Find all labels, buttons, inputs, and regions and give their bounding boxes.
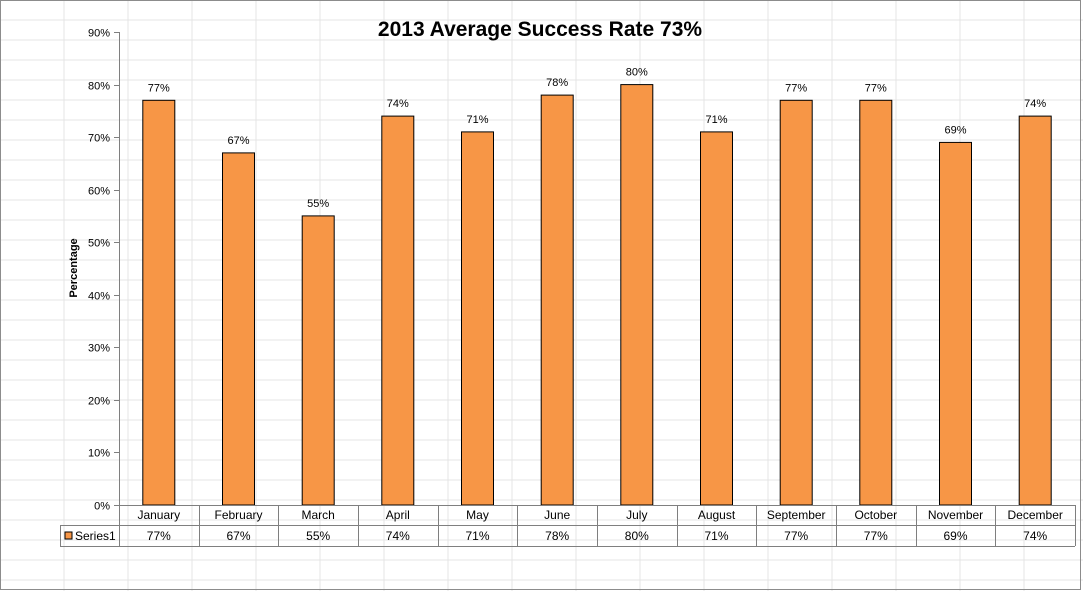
legend-swatch (64, 531, 73, 540)
y-tick-label: 30% (88, 343, 110, 355)
data-label: 67% (227, 135, 249, 147)
y-axis-ticks: 0% 10% 20% 30% 40% 50% 60% 70% 80% 90% (88, 28, 120, 513)
x-category-label: July (626, 508, 647, 522)
data-label: 78% (546, 77, 568, 89)
bar (381, 115, 415, 506)
data-label: 74% (1024, 98, 1046, 110)
y-tick-label: 10% (88, 448, 110, 460)
table-value: 78% (545, 529, 569, 543)
data-label: 71% (705, 114, 727, 126)
x-category-label: December (1008, 508, 1063, 522)
x-category-label: May (466, 508, 489, 522)
table-value: 67% (226, 529, 250, 543)
table-value: 77% (864, 529, 888, 543)
data-label: 69% (944, 124, 966, 136)
bars (142, 84, 1052, 506)
bar (859, 99, 893, 506)
table-value: 80% (625, 529, 649, 543)
data-label: 77% (865, 82, 887, 94)
y-tick-label: 50% (88, 238, 110, 250)
legend-series-name: Series1 (75, 529, 116, 543)
data-label: 77% (785, 82, 807, 94)
bar (540, 94, 574, 506)
table-value: 69% (943, 529, 967, 543)
y-tick-label: 40% (88, 291, 110, 303)
y-tick-label: 60% (88, 186, 110, 198)
x-category-label: November (928, 508, 983, 522)
data-label: 74% (387, 98, 409, 110)
bar (142, 99, 176, 506)
table-value: 71% (465, 529, 489, 543)
bar (1018, 115, 1052, 506)
table-value: 55% (306, 529, 330, 543)
chart-title: 2013 Average Success Rate 73% (378, 18, 702, 41)
data-label: 71% (466, 114, 488, 126)
data-table: January 77% February 67% March 55% April 74% May… (60, 505, 1076, 547)
table-value: 74% (386, 529, 410, 543)
y-tick-label: 90% (88, 28, 110, 40)
x-category-label: April (386, 508, 410, 522)
table-value: 74% (1023, 529, 1047, 543)
x-category-label: February (214, 508, 262, 522)
bar (222, 152, 255, 506)
x-category-label: January (137, 508, 180, 522)
bar (939, 141, 972, 506)
x-category-label: August (698, 508, 736, 522)
y-axis-title: Percentage (68, 238, 80, 297)
bar (620, 84, 654, 506)
table-value: 77% (147, 529, 171, 543)
y-tick-label: 70% (88, 133, 110, 145)
y-tick-label: 20% (88, 396, 110, 408)
data-labels: 77% 67% 55% 74% 71% 78% 80% 71% 77% 77% 69% 74% (148, 67, 1047, 210)
table-value: 71% (704, 529, 728, 543)
bar (779, 99, 813, 506)
data-label: 80% (626, 67, 648, 79)
data-label: 55% (307, 198, 329, 210)
bar (700, 131, 733, 506)
x-category-label: September (767, 508, 826, 522)
y-tick-label: 80% (88, 81, 110, 93)
table-value: 77% (784, 529, 808, 543)
x-category-label: June (544, 508, 570, 522)
y-tick-label: 0% (94, 501, 110, 513)
x-category-label: March (302, 508, 335, 522)
bar (301, 215, 335, 506)
x-category-label: October (854, 508, 897, 522)
bar (461, 131, 494, 506)
data-label: 77% (148, 82, 170, 94)
